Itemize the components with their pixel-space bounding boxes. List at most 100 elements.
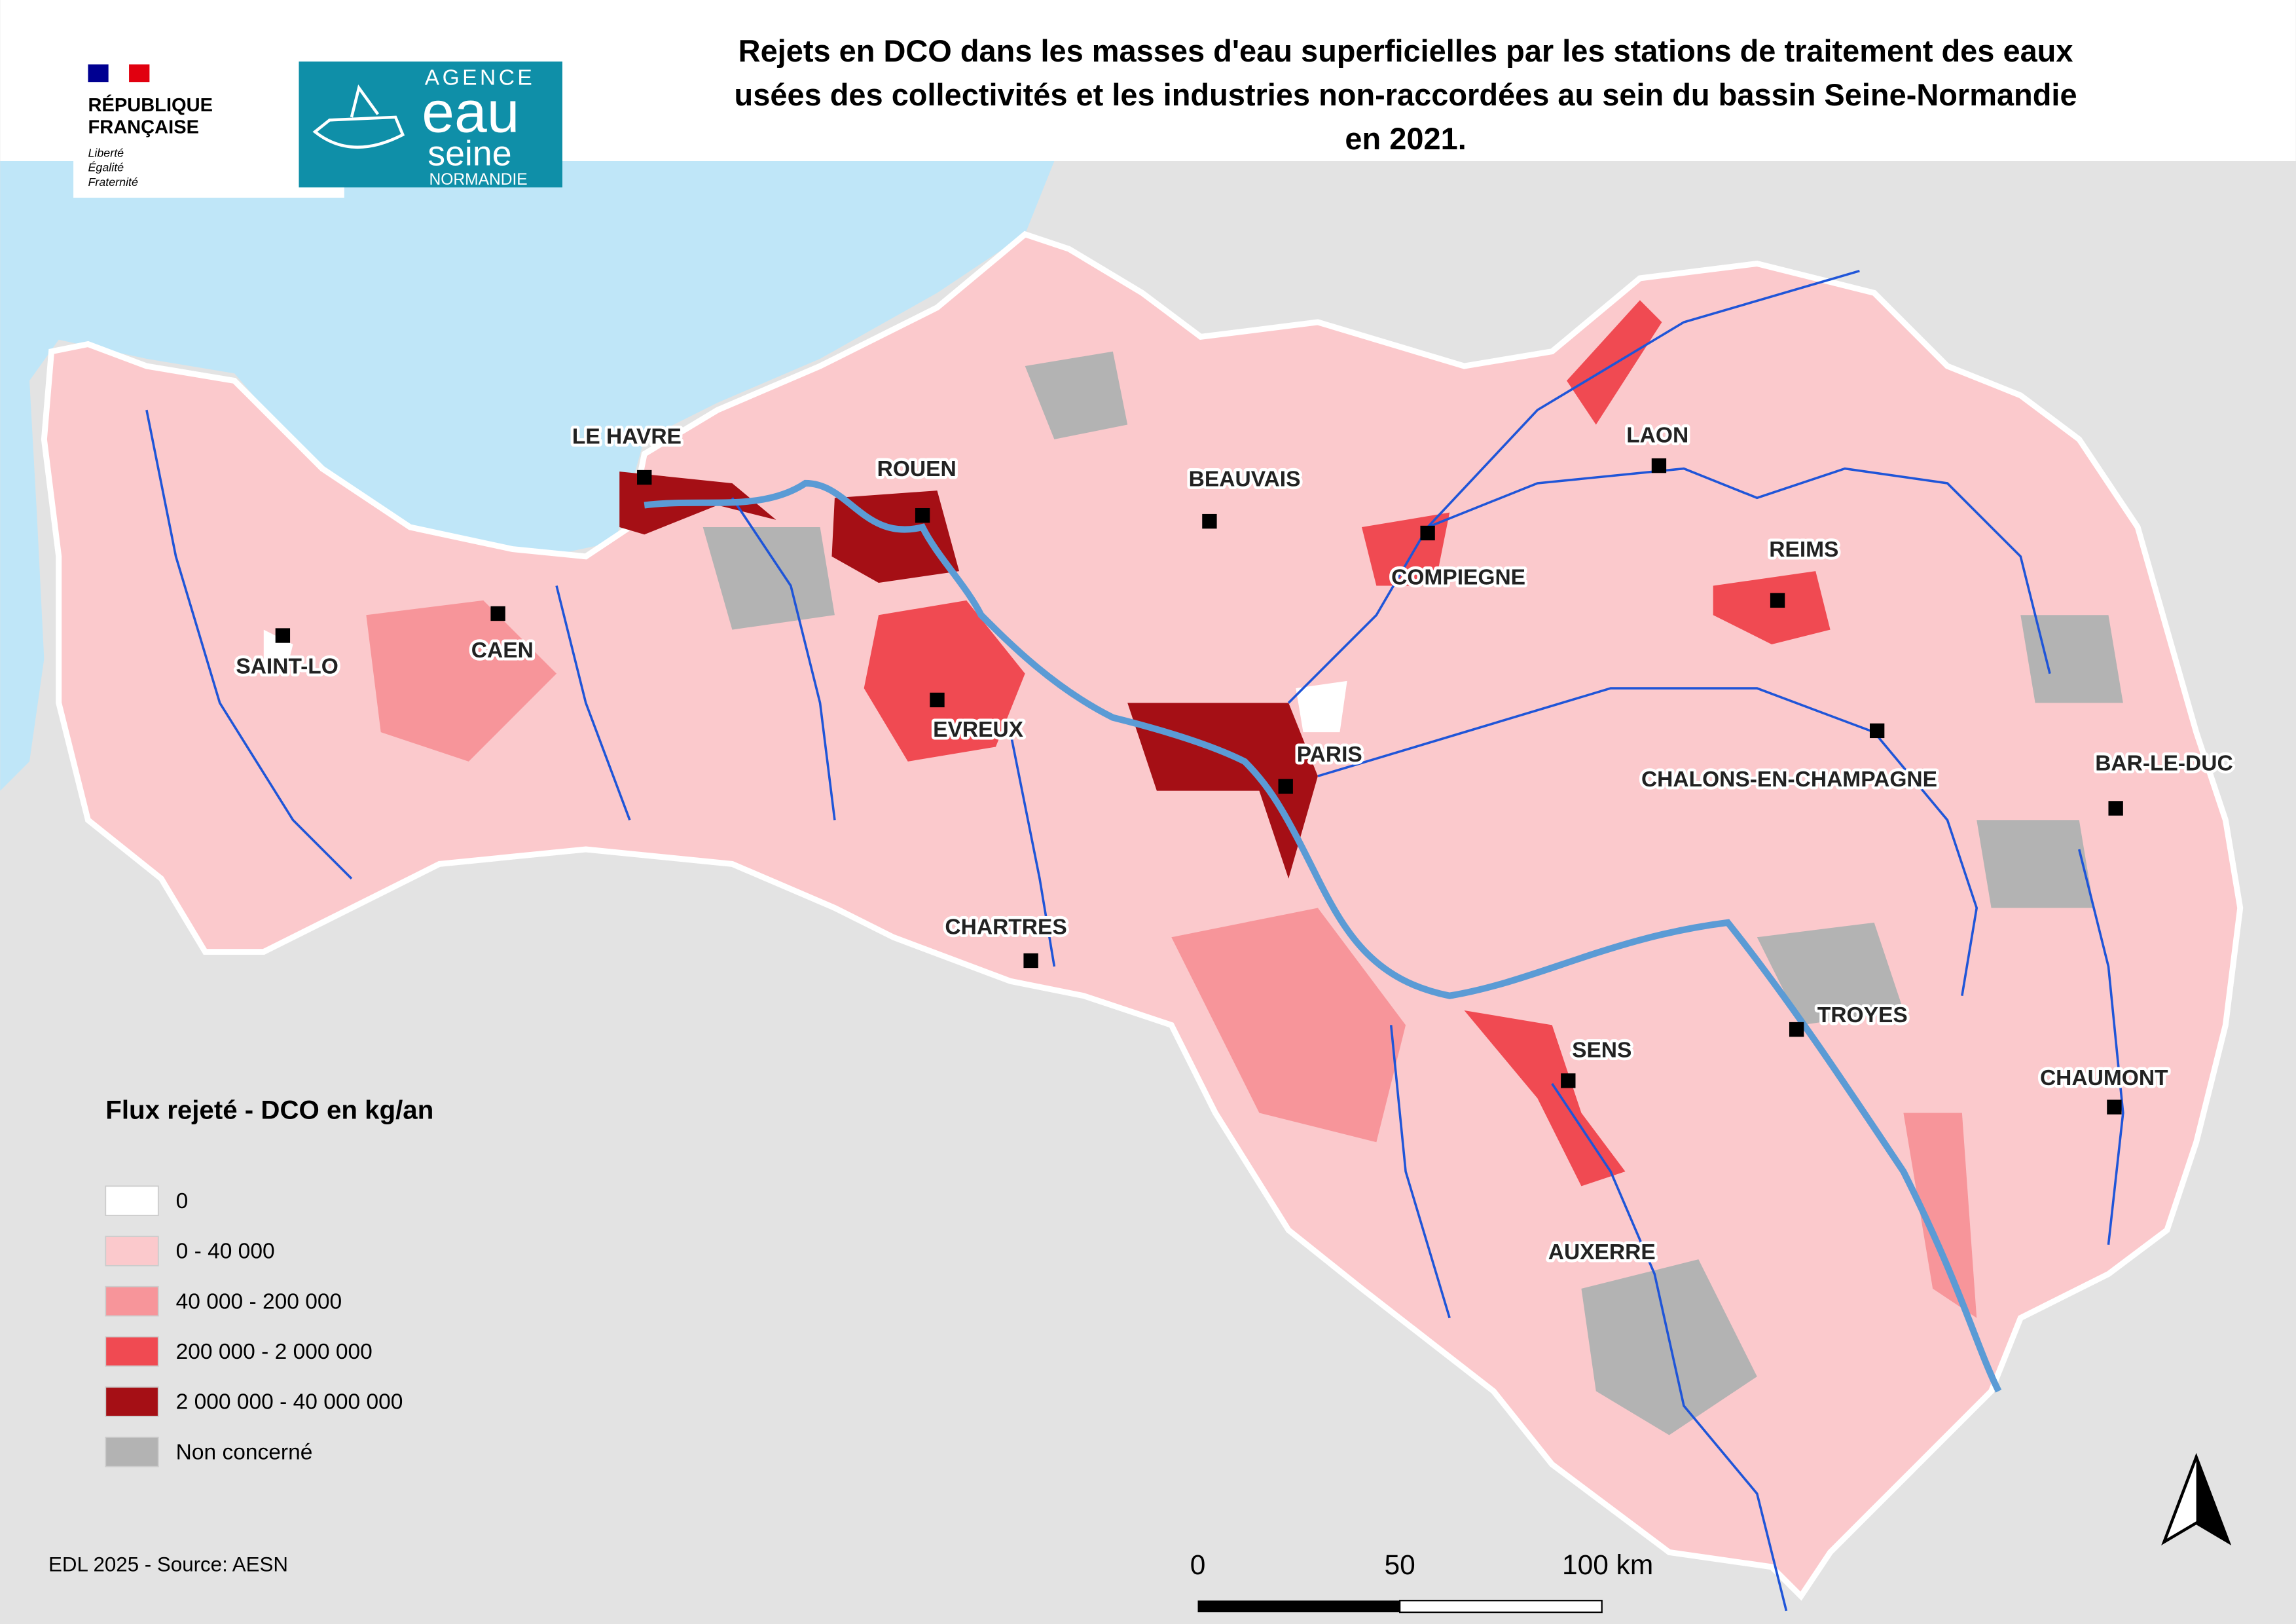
- city-label: BAR-LE-DUC: [2095, 751, 2232, 775]
- patch: [1464, 1010, 1626, 1187]
- agence-text: NORMANDIE: [429, 171, 528, 189]
- city-marker: [2108, 801, 2123, 816]
- patch: [1171, 908, 1406, 1143]
- basin: [41, 231, 2244, 1601]
- city-label: EVREUX: [933, 718, 1024, 742]
- title: Rejets en DCO dans les masses d'eau supe…: [738, 33, 2073, 68]
- city-label: LAON: [1626, 423, 1688, 447]
- patch: [1296, 680, 1347, 733]
- city-marker: [1561, 1073, 1576, 1088]
- river: [1287, 269, 1860, 704]
- city-label: TROYES: [1817, 1003, 1908, 1027]
- devise: Liberté: [88, 146, 124, 159]
- patch: [2020, 615, 2123, 703]
- city-label: SENS: [1572, 1039, 1631, 1063]
- seine-river: [644, 479, 2002, 1393]
- sea: [0, 160, 1055, 791]
- title: usées des collectivités et les industrie…: [735, 77, 2077, 112]
- patches: [263, 300, 2123, 1435]
- river: [1551, 1082, 1788, 1612]
- city-marker: [1023, 953, 1038, 969]
- city-label: REIMS: [1769, 538, 1838, 562]
- city-marker: [1278, 779, 1293, 794]
- patch: [1127, 703, 1318, 879]
- patch: [366, 600, 557, 762]
- agence-logo-bg: [299, 61, 563, 188]
- patch: [1025, 351, 1128, 439]
- city-label: COMPIEGNE: [1391, 565, 1525, 589]
- city-marker: [1869, 723, 1885, 739]
- legend-label: 200 000 - 2 000 000: [176, 1340, 373, 1364]
- legend: 0 0 - 40 000 40 000 - 200 000 200 000 - 2 0…: [105, 1185, 403, 1467]
- river: [555, 585, 631, 821]
- city-marker: [2107, 1099, 2122, 1115]
- river: [1009, 731, 1056, 967]
- patch: [1581, 1259, 1757, 1435]
- legend-title: Flux rejeté - DCO en kg/an: [105, 1095, 433, 1124]
- scale-bar-segment: [1399, 1600, 1603, 1614]
- patch: [1903, 1113, 1977, 1318]
- legend-swatch: [105, 1336, 159, 1367]
- legend-label: Non concerné: [176, 1440, 313, 1464]
- city-label: CHALONS-EN-CHAMPAGNE: [1641, 767, 1937, 792]
- legend-swatch: [105, 1185, 159, 1216]
- river: [1389, 1025, 1451, 1319]
- source: EDL 2025 - Source: AESN: [48, 1553, 288, 1576]
- city-marker: [930, 692, 945, 708]
- flag-red: [129, 64, 150, 83]
- city-marker: [275, 628, 291, 643]
- patch: [864, 600, 1025, 762]
- patch: [702, 527, 835, 630]
- legend-label: 40 000 - 200 000: [176, 1289, 342, 1314]
- city-label: BEAUVAIS: [1189, 467, 1301, 491]
- boat-icon: [312, 84, 405, 149]
- patch: [1567, 300, 1662, 425]
- city-marker: [1789, 1022, 1804, 1037]
- river: [2078, 849, 2124, 1246]
- river: [1317, 687, 1978, 996]
- title: en 2021.: [1345, 121, 1466, 156]
- river: [1427, 467, 2051, 674]
- patch: [1713, 571, 1831, 644]
- legend-swatch: [105, 1386, 159, 1417]
- scale-bar-segment: [1197, 1600, 1400, 1613]
- city-label: LE HAVRE: [572, 425, 682, 449]
- devise: Égalité: [88, 161, 124, 174]
- city-marker: [1770, 593, 1785, 608]
- scale-label: 50: [1385, 1550, 1415, 1581]
- flag-white: [108, 64, 130, 83]
- city-marker: [1420, 525, 1435, 541]
- city-marker: [1651, 458, 1667, 473]
- city-marker: [637, 470, 652, 485]
- city-label: ROUEN: [877, 457, 957, 481]
- agence-text: AGENCE: [425, 66, 535, 90]
- rivers: [145, 269, 2124, 1612]
- legend-swatch: [105, 1236, 159, 1266]
- agence-text: seine: [428, 134, 511, 174]
- legend-swatch: [105, 1285, 159, 1317]
- flag-blue: [88, 64, 109, 83]
- river: [145, 409, 353, 880]
- devise: Fraternité: [88, 175, 138, 189]
- cities: LE HAVRE ROUEN BEAUVAIS LAON COMPIEGNE REIMS S…: [233, 420, 2236, 1268]
- city-label: CAEN: [471, 638, 534, 663]
- agence-text: eau: [422, 79, 519, 144]
- rf-line: RÉPUBLIQUE: [88, 94, 213, 116]
- legend-label: 0 - 40 000: [176, 1240, 275, 1264]
- legend-swatch: [105, 1436, 159, 1467]
- city-label: AUXERRE: [1548, 1240, 1656, 1264]
- scale-label: 100 km: [1562, 1550, 1653, 1581]
- city-marker: [490, 606, 505, 621]
- legend-label: 0: [176, 1189, 189, 1213]
- river: [731, 497, 836, 821]
- city-marker: [1202, 513, 1217, 529]
- city-label: SAINT-LO: [236, 655, 338, 679]
- patch: [1977, 820, 2094, 908]
- patch: [1757, 922, 1904, 1025]
- city-label: CHAUMONT: [2040, 1066, 2168, 1090]
- city-label: CHARTRES: [945, 915, 1066, 940]
- city-label: PARIS: [1297, 743, 1362, 767]
- legend-label: 2 000 000 - 40 000 000: [176, 1390, 403, 1414]
